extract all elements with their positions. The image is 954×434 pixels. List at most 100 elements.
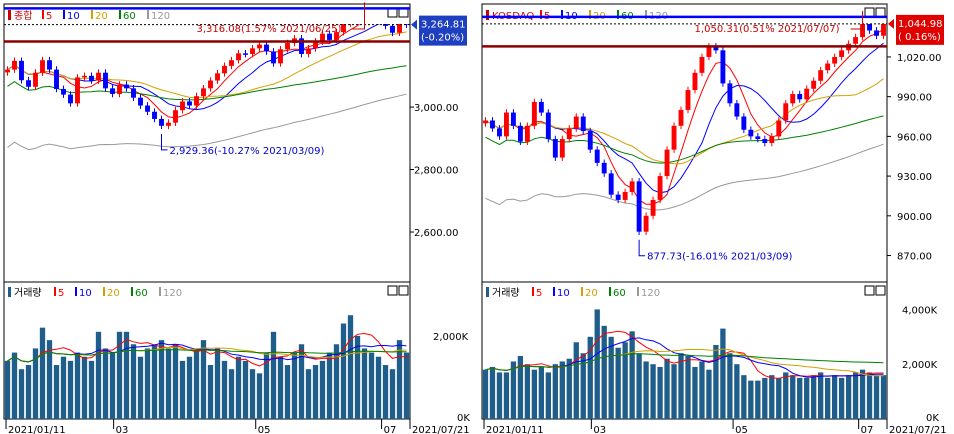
current-price-value: 3,264.81 [421,20,466,31]
candle-body [671,125,677,150]
volume-bar [347,315,354,419]
volume-bar [727,353,733,419]
volume-bar [880,375,887,419]
candle-body [54,69,59,89]
volume-bar [573,342,579,419]
candle-body [187,101,192,106]
market-panel-1: KOSDAQ5102060120870.00900.00930.00960.00… [481,3,947,434]
candle-body [313,41,318,49]
candle-body [503,112,509,137]
legend-ma-swatch [147,10,149,19]
volume-legend-ma-label: 10 [557,288,570,299]
price-tick-label: 2,800.00 [414,166,459,177]
volume-bar [256,373,263,419]
volume-bar [629,331,635,419]
candle-body [692,72,698,91]
ma-line-120 [485,143,884,211]
candle-body [664,149,670,177]
candle-body [271,51,276,64]
volume-bar [102,348,109,419]
volume-bar [396,340,403,419]
candle-body [257,44,262,49]
high-annotation-leader [352,2,365,30]
volume-bar [496,372,503,419]
x-tick-label: 05 [258,425,271,434]
maximize-icon [387,285,398,296]
candle-body [727,83,733,104]
volume-legend-swatch [8,287,11,297]
candle-body [75,77,80,104]
candle-body [587,131,593,150]
volume-legend-ma-swatch [637,287,639,296]
ma-line-60 [485,115,884,164]
volume-bar [165,348,172,419]
legend-candle-swatch [486,10,489,20]
volume-bar [824,377,831,419]
candle-body [713,46,719,51]
volume-bar [116,331,123,419]
volume-bar [123,331,130,419]
volume-bar [755,380,761,419]
candle-body [117,84,122,94]
volume-bar [762,377,768,419]
current-price-marker-icon [411,19,417,30]
low-annotation: 2,929.36(-10.27% 2021/03/09) [170,146,325,157]
candle-body [601,162,607,174]
candle-body [643,215,649,232]
legend-market-label: 종합 [14,10,32,22]
volume-bar [60,356,67,419]
volume-bar [615,347,621,419]
x-end-label: 2021/07/21 [412,425,470,434]
candle-body [531,101,537,126]
candle-body [804,88,810,100]
candle-body [483,120,488,124]
candle-body [341,24,346,33]
candle-body [222,65,227,74]
volume-bar [228,369,235,419]
volume-bar [552,364,558,419]
current-price-badge [419,15,467,46]
volume-bar [489,366,496,419]
volume-bar [622,342,628,419]
volume-bar [790,375,796,419]
candle-body [860,24,866,38]
candle-body [82,75,87,78]
volume-bar [221,360,228,419]
volume-legend-ma-swatch [609,287,611,296]
volume-bar [852,372,859,419]
candle-body [264,44,269,52]
candle-body [573,116,579,129]
volume-bar [186,356,193,419]
volume-bar [270,331,277,419]
candle-body [685,90,691,110]
legend-ma-swatch [645,10,647,19]
candle-body [545,112,551,140]
volume-bar [333,344,340,419]
volume-bar [678,353,684,419]
volume-bar [305,369,312,419]
volume-tick-label: 2,000K [433,332,469,343]
candle-body [706,46,712,57]
candle-body [19,60,24,81]
candle-body [538,101,544,113]
candle-body [524,125,530,142]
volume-bar [235,356,242,419]
volume-bar [249,369,256,419]
volume-legend-ma-swatch [581,287,583,296]
volume-bar [531,369,538,419]
maximize-icon [864,285,875,296]
legend-ma-label: 20 [95,11,108,22]
volume-bar [81,356,88,419]
ma-line-20 [485,78,884,165]
candle-body [390,25,395,33]
legend-ma-label: 5 [46,11,52,22]
volume-bar [277,356,284,419]
price-tick-label: 2,600.00 [414,228,459,239]
volume-bar [158,340,165,419]
volume-bar [601,325,607,419]
candle-body [215,73,220,81]
candle-body [790,94,796,104]
candle-body [783,103,789,121]
price-tick-label: 990.00 [897,93,932,104]
volume-bar [566,358,572,419]
